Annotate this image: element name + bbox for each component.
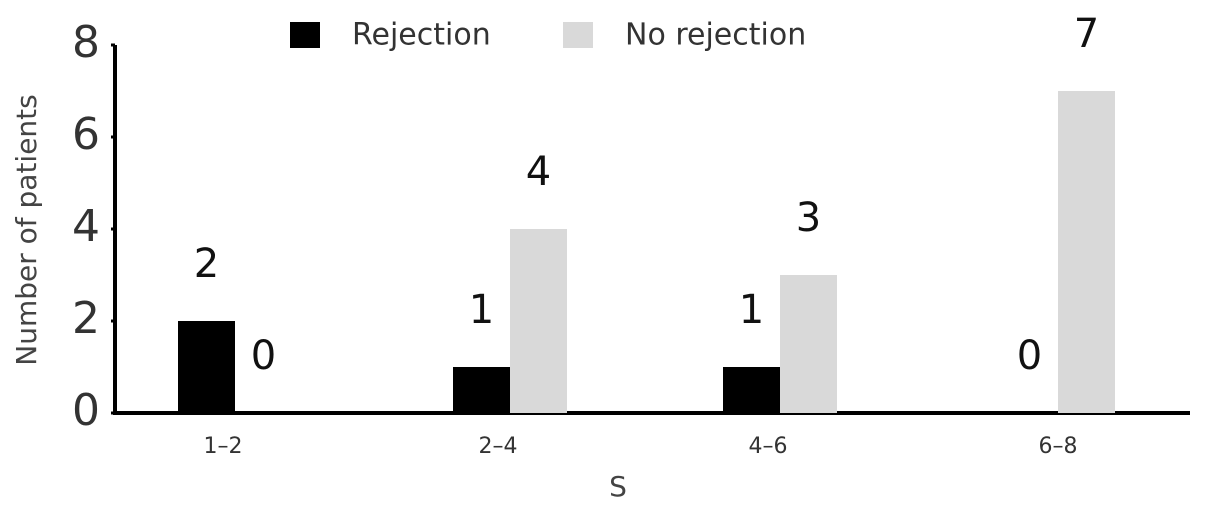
x-tick-label: 1–2 xyxy=(204,434,243,459)
legend-swatch xyxy=(290,22,320,48)
y-tick-label: 8 xyxy=(72,17,100,68)
bar xyxy=(780,275,837,413)
value-label: 7 xyxy=(1074,11,1099,57)
value-label: 2 xyxy=(194,241,219,287)
legend-swatch xyxy=(563,22,593,48)
x-tick-label: 6–8 xyxy=(1039,434,1078,459)
value-label: 0 xyxy=(1017,333,1042,379)
y-tick-label: 0 xyxy=(72,385,100,436)
value-label: 1 xyxy=(469,287,494,333)
value-label: 3 xyxy=(796,195,821,241)
value-label: 4 xyxy=(526,149,551,195)
y-axis-title: Number of patients xyxy=(10,94,43,366)
x-axis-title: S xyxy=(609,470,627,503)
legend-label: Rejection xyxy=(352,18,491,53)
y-tick-label: 6 xyxy=(72,109,100,160)
value-label: 0 xyxy=(251,333,276,379)
y-tick-label: 2 xyxy=(72,293,100,344)
x-tick-label: 2–4 xyxy=(479,434,518,459)
legend-label: No rejection xyxy=(625,18,806,53)
bar xyxy=(723,367,780,413)
bar xyxy=(1058,91,1115,413)
bar xyxy=(510,229,567,413)
bar xyxy=(453,367,510,413)
y-tick-label: 4 xyxy=(72,201,100,252)
x-tick-label: 4–6 xyxy=(749,434,788,459)
bar xyxy=(178,321,235,413)
value-label: 1 xyxy=(739,287,764,333)
